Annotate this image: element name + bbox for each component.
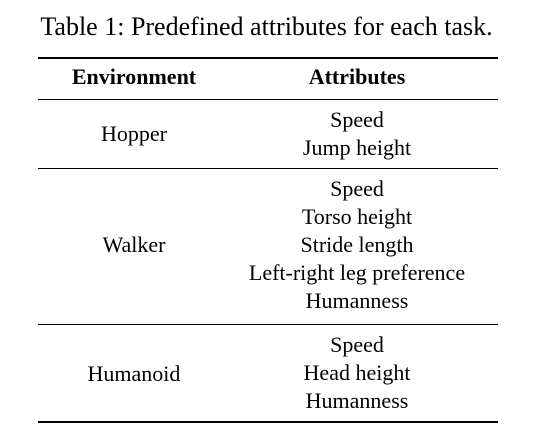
env-cell-walker: Walker: [102, 232, 166, 257]
table-caption: Table 1: Predefined attributes for each …: [40, 12, 493, 41]
env-cell-hopper: Hopper: [101, 121, 167, 146]
row-rule: [38, 324, 498, 325]
attribute-item: Jump height: [302, 135, 412, 160]
attr-cell-hopper: Speed Jump height: [230, 106, 484, 162]
table-bottom-rule: [38, 421, 498, 423]
attribute-item: Speed: [330, 332, 384, 357]
attribute-item: Head height: [303, 360, 411, 385]
table-top-rule: [38, 57, 498, 59]
header-rule: [38, 99, 498, 100]
attribute-item: Speed: [330, 107, 384, 132]
attr-cell-humanoid: Speed Head height Humanness: [230, 331, 484, 415]
env-cell-humanoid: Humanoid: [87, 361, 181, 386]
header-attributes: Attributes: [308, 64, 406, 89]
row-rule: [38, 168, 498, 169]
header-environment: Environment: [71, 64, 197, 89]
attribute-item: Torso height: [301, 204, 413, 229]
attribute-item: Humanness: [305, 288, 409, 313]
attribute-item: Speed: [330, 176, 384, 201]
attribute-item: Humanness: [305, 388, 409, 413]
attr-cell-walker: Speed Torso height Stride length Left-ri…: [230, 175, 484, 315]
attribute-item: Left-right leg preference: [248, 260, 466, 285]
attribute-item: Stride length: [300, 232, 414, 257]
